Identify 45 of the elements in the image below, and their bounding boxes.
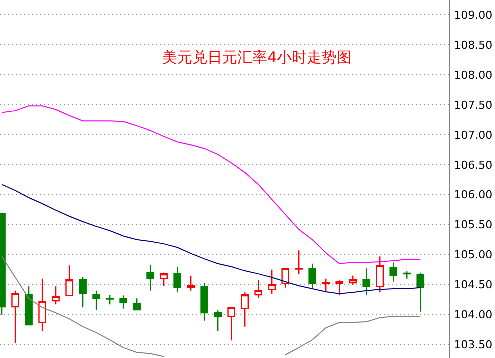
- candlestick: [295, 250, 304, 275]
- candlestick: [12, 290, 20, 344]
- text: 美元兑日元汇率4小时走势图: [162, 48, 352, 67]
- y-tick-label: 108.50: [454, 38, 493, 52]
- candlestick: [362, 268, 371, 296]
- candlestick: [336, 280, 344, 296]
- candlestick: [52, 286, 60, 306]
- candlestick: [349, 275, 358, 286]
- candlestick: [390, 262, 398, 282]
- candlestick: [146, 264, 154, 292]
- candlestick: [376, 256, 384, 294]
- y-tick-label: 104.00: [454, 308, 493, 322]
- y-tick-label: 106.00: [454, 188, 493, 202]
- y-tick-label: 104.50: [454, 278, 493, 292]
- candlestick: [228, 306, 236, 342]
- candlestick: [308, 263, 317, 290]
- candlestick: [160, 272, 168, 287]
- y-tick-label: 105.00: [454, 248, 493, 262]
- candlestick: [174, 266, 182, 294]
- candlestick: [92, 290, 100, 311]
- candlestick: [282, 267, 290, 288]
- candlestick: [66, 265, 74, 296]
- y-tick-label: 106.50: [454, 158, 493, 172]
- line-series: [2, 106, 422, 264]
- candlestick: [416, 272, 425, 312]
- candlestick: [241, 292, 249, 328]
- candlestick: [254, 279, 263, 299]
- y-tick-label: 107.00: [454, 128, 493, 142]
- candlestick: [120, 295, 128, 310]
- candlestick: [38, 278, 46, 332]
- candlestick: [322, 278, 330, 294]
- y-tick-label: 109.00: [454, 8, 493, 22]
- y-tick-label: 103.50: [454, 338, 493, 352]
- candlestick: [25, 286, 33, 326]
- candlestick: [133, 298, 141, 312]
- candlestick: [268, 269, 276, 294]
- y-tick-label: 105.50: [454, 218, 493, 232]
- candlestick: [106, 294, 114, 306]
- candlestick: [200, 282, 208, 322]
- y-tick-label: 108.00: [454, 68, 493, 82]
- y-tick-label: 107.50: [454, 98, 493, 112]
- candlestick: [214, 310, 222, 332]
- candlestick: [187, 275, 195, 292]
- line-series: [2, 184, 422, 294]
- candlestick: [79, 276, 87, 308]
